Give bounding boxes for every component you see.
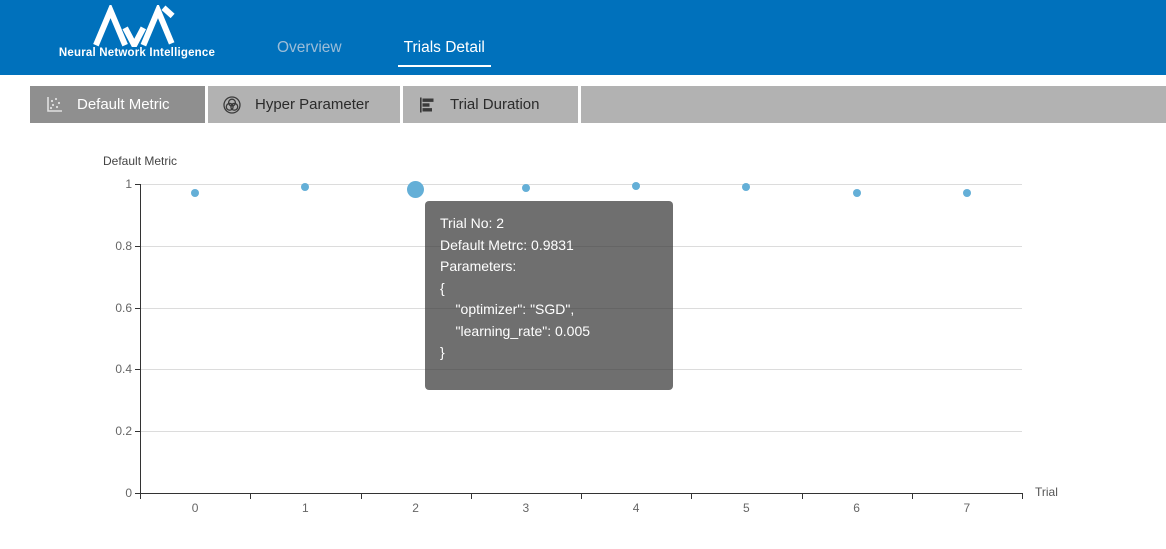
nni-logo: Neural Network Intelligence [55,5,219,59]
x-axis-tick [802,494,803,499]
tab-trials-detail[interactable]: Trials Detail [397,38,492,67]
x-axis-tick [140,494,141,499]
y-axis-line [140,184,141,493]
x-tick-label: 1 [302,501,309,515]
data-point[interactable] [407,180,425,198]
venn-diagram-icon [223,95,241,114]
tooltip-line: } [440,344,445,360]
y-axis-tick [135,493,140,494]
data-point[interactable] [742,183,751,192]
y-tick-label: 0.8 [115,239,132,253]
subtab-label: Default Metric [77,96,170,113]
subtab-label: Hyper Parameter [255,96,370,113]
y-tick-label: 1 [125,177,132,191]
x-tick-label: 7 [963,501,971,515]
data-point[interactable] [301,182,310,191]
tooltip-line: { [440,279,445,296]
tooltip-line: Trial No: 2 [440,215,505,231]
x-axis-tick [691,494,692,499]
logo-title: Neural Network Intelligence [58,47,216,59]
x-tick-label: 0 [191,501,199,515]
app-header: Neural Network Intelligence Overview Tri… [0,0,1166,75]
chart-area: Default Metric 0 0.2 0.4 0.6 0.8 1 0 1 2 3 4 5 6 7 Tri… [0,122,1166,549]
data-point[interactable] [962,189,971,198]
y-tick-label: 0.6 [115,301,132,315]
x-tick-label: 3 [522,501,530,515]
tabstrip-filler [581,86,1166,123]
data-point[interactable] [521,184,530,193]
x-axis-tick [250,494,251,499]
data-point[interactable] [852,189,861,198]
subtab-label: Trial Duration [450,96,540,113]
data-point[interactable] [632,182,641,191]
scatter-chart-icon [47,96,62,112]
x-axis-name: Trial [1035,485,1058,499]
y-gridline [140,184,1022,185]
x-axis-tick [361,494,362,499]
subtab-trial-duration[interactable]: Trial Duration [403,86,578,123]
tooltip-line: Default Metrc: 0.9831 [440,236,574,253]
subtab-default-metric[interactable]: Default Metric [30,86,205,123]
x-axis-line [140,493,1023,494]
tooltip-line: "optimizer": "SGD", [440,301,575,317]
y-tick-label: 0.2 [115,424,132,438]
data-point[interactable] [191,189,200,198]
y-axis-tick [135,308,140,309]
nni-logo-icon [93,5,175,47]
tab-overview[interactable]: Overview [277,38,342,56]
subtab-hyper-parameter[interactable]: Hyper Parameter [208,86,400,123]
detail-tabstrip: Default Metric Hyper Parameter Trial Dur… [30,86,1166,123]
x-axis-tick [471,494,472,499]
x-axis-tick [581,494,582,499]
tooltip-line: "learning_rate": 0.005 [440,322,591,339]
y-axis-tick [135,431,140,432]
x-tick-label: 6 [853,501,860,515]
top-nav: Overview Trials Detail [277,0,492,75]
tooltip-line: Parameters: [440,258,517,274]
y-axis-tick [135,369,140,370]
x-tick-label: 4 [632,501,640,515]
y-tick-label: 0 [125,486,132,500]
x-axis-tick [1022,494,1023,499]
trial-tooltip: Trial No: 2 Default Metrc: 0.9831 Paramete… [425,201,673,390]
chart-title: Default Metric [103,154,178,168]
y-gridline [140,431,1022,432]
x-axis-tick [912,494,913,499]
y-axis-tick [135,184,140,185]
y-tick-label: 0.4 [115,362,132,376]
y-axis-tick [135,246,140,247]
bar-chart-icon [420,97,434,112]
x-tick-label: 5 [743,501,750,515]
x-tick-label: 2 [412,501,419,515]
